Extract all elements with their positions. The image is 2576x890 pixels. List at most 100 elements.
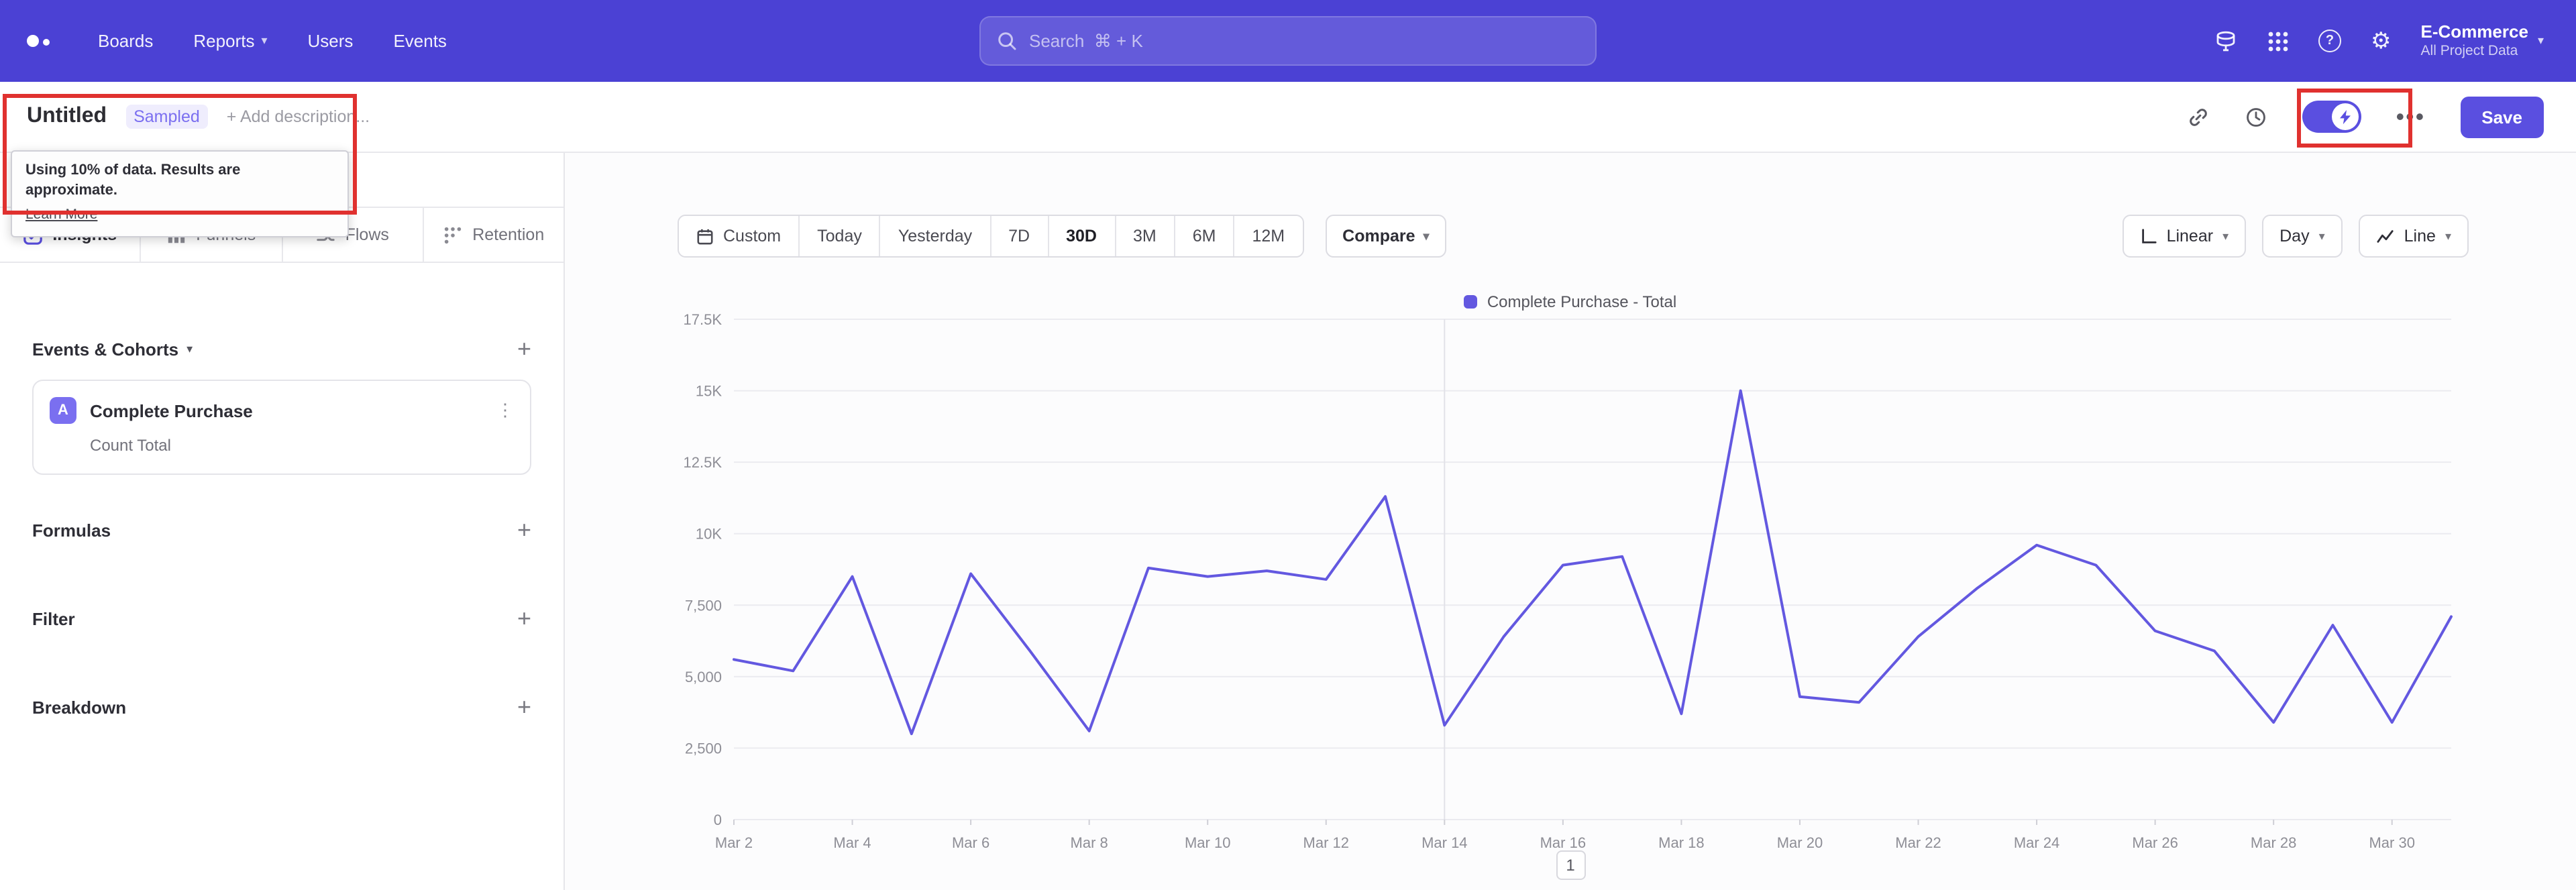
svg-text:5,000: 5,000 <box>685 669 722 685</box>
tab-retention[interactable]: Retention <box>424 208 564 262</box>
granularity-select[interactable]: Day ▾ <box>2262 215 2343 258</box>
chart-type-select[interactable]: Line ▾ <box>2358 215 2469 258</box>
scale-select[interactable]: Linear ▾ <box>2122 215 2247 258</box>
nav-item-events[interactable]: Events <box>393 31 447 51</box>
svg-text:Mar 6: Mar 6 <box>952 834 989 851</box>
question-mark: ? <box>2318 30 2342 52</box>
chevron-down-icon: ▾ <box>1423 229 1430 242</box>
tab-label: Retention <box>472 225 545 244</box>
svg-text:2,500: 2,500 <box>685 740 722 757</box>
chart-panel: Custom Today Yesterday 7D 30D 3M 6M 12M … <box>565 153 2576 890</box>
chart-type-label: Line <box>2404 227 2436 245</box>
nav-label: Reports <box>193 31 255 51</box>
range-label: 12M <box>1252 227 1285 245</box>
sampled-badge[interactable]: Sampled <box>125 105 208 129</box>
global-search[interactable] <box>979 16 1597 66</box>
add-filter-button[interactable]: + <box>517 605 531 632</box>
svg-text:Mar 26: Mar 26 <box>2132 834 2178 851</box>
section-formulas: Formulas + <box>32 518 531 542</box>
report-toolbar: Untitled Sampled + Add description... ••… <box>0 82 2576 153</box>
event-metric[interactable]: Count Total <box>90 436 171 455</box>
sampling-toggle[interactable] <box>2302 101 2361 133</box>
svg-text:0: 0 <box>714 812 722 828</box>
filter-label: Filter <box>32 608 75 628</box>
range-label: Yesterday <box>898 227 973 245</box>
lightning-icon <box>2339 109 2351 124</box>
save-button[interactable]: Save <box>2460 96 2544 137</box>
legend-swatch <box>1464 295 1478 309</box>
section-filter: Filter + <box>32 606 531 630</box>
report-title[interactable]: Untitled <box>27 105 107 127</box>
gear-icon[interactable]: ⚙ <box>2371 28 2392 54</box>
range-3m-button[interactable]: 3M <box>1116 216 1175 256</box>
body-row: Insights Funnels Flows Retention Events … <box>0 153 2576 890</box>
apps-grid-icon[interactable] <box>2267 30 2289 52</box>
breakdown-label: Breakdown <box>32 697 127 717</box>
chevron-down-icon: ▾ <box>2222 229 2229 242</box>
nav-item-reports[interactable]: Reports ▾ <box>193 31 267 51</box>
scale-label: Linear <box>2166 227 2214 245</box>
chevron-down-icon: ▾ <box>186 341 193 355</box>
svg-text:7,500: 7,500 <box>685 597 722 614</box>
nav-item-boards[interactable]: Boards <box>98 31 153 51</box>
nav-label: Events <box>393 31 447 51</box>
line-chart[interactable]: 17.5K 15K 12.5K 10K 7,500 5,000 2,500 0 Mar 2 Mar… <box>640 311 2518 864</box>
event-card[interactable]: A Complete Purchase ⋮ Count Total <box>32 380 531 475</box>
compare-label: Compare <box>1342 227 1415 245</box>
chevron-down-icon: ▾ <box>2318 229 2325 242</box>
range-yesterday-button[interactable]: Yesterday <box>880 216 991 256</box>
logo-dot-small <box>43 39 50 46</box>
events-cohorts-label[interactable]: Events & Cohorts <box>32 339 179 359</box>
svg-text:Mar 24: Mar 24 <box>2014 834 2059 851</box>
svg-text:Mar 18: Mar 18 <box>1658 834 1704 851</box>
link-icon[interactable] <box>2186 105 2209 128</box>
page-button[interactable]: 1 <box>1556 850 1585 880</box>
svg-text:Mar 30: Mar 30 <box>2369 834 2414 851</box>
retention-icon <box>445 226 462 243</box>
tab-label: Flows <box>345 225 389 244</box>
history-icon[interactable] <box>2244 105 2267 128</box>
svg-text:Mar 12: Mar 12 <box>1303 834 1349 851</box>
linear-axis-icon <box>2141 228 2157 243</box>
add-formula-button[interactable]: + <box>517 516 531 543</box>
range-label: Today <box>817 227 862 245</box>
data-connections-icon[interactable] <box>2214 29 2238 53</box>
query-sidebar: Insights Funnels Flows Retention Events … <box>0 153 565 890</box>
pagination: 1 <box>565 850 2576 880</box>
mixpanel-logo[interactable] <box>27 35 50 47</box>
range-12m-button[interactable]: 12M <box>1234 216 1303 256</box>
add-description[interactable]: + Add description... <box>226 107 370 126</box>
formulas-label: Formulas <box>32 520 111 540</box>
granularity-label: Day <box>2279 227 2310 245</box>
compare-button[interactable]: Compare ▾ <box>1325 215 1447 258</box>
events-cohorts-header: Events & Cohorts ▾ + <box>32 337 531 361</box>
chart-legend[interactable]: Complete Purchase - Total <box>565 292 2576 311</box>
project-switcher[interactable]: E-Commerce All Project Data ▾ <box>2421 21 2544 61</box>
range-custom-button[interactable]: Custom <box>679 216 800 256</box>
toggle-knob <box>2331 103 2359 130</box>
search-input[interactable] <box>1029 31 1579 51</box>
chevron-down-icon: ▾ <box>2445 229 2451 242</box>
add-breakdown-button[interactable]: + <box>517 693 531 720</box>
main-nav: Boards Reports ▾ Users Events <box>98 31 447 51</box>
range-7d-button[interactable]: 7D <box>991 216 1049 256</box>
learn-more-link[interactable]: Learn More <box>25 206 98 223</box>
search-icon <box>997 31 1017 51</box>
nav-item-users[interactable]: Users <box>308 31 354 51</box>
help-icon[interactable]: ? <box>2318 30 2342 52</box>
add-event-button[interactable]: + <box>517 335 531 362</box>
range-30d-button[interactable]: 30D <box>1049 216 1116 256</box>
more-options-icon[interactable]: ••• <box>2396 103 2426 130</box>
svg-text:Mar 4: Mar 4 <box>833 834 871 851</box>
range-today-button[interactable]: Today <box>800 216 881 256</box>
section-breakdown: Breakdown + <box>32 695 531 719</box>
event-menu-icon[interactable]: ⋮ <box>496 400 514 420</box>
chart-controls: Custom Today Yesterday 7D 30D 3M 6M 12M … <box>678 215 2469 258</box>
top-header: Boards Reports ▾ Users Events ? ⚙ E-Comme… <box>0 0 2576 82</box>
logo-dot-large <box>27 35 39 47</box>
svg-text:17.5K: 17.5K <box>684 311 722 328</box>
range-6m-button[interactable]: 6M <box>1175 216 1235 256</box>
nav-label: Boards <box>98 31 154 51</box>
svg-text:Mar 8: Mar 8 <box>1071 834 1108 851</box>
